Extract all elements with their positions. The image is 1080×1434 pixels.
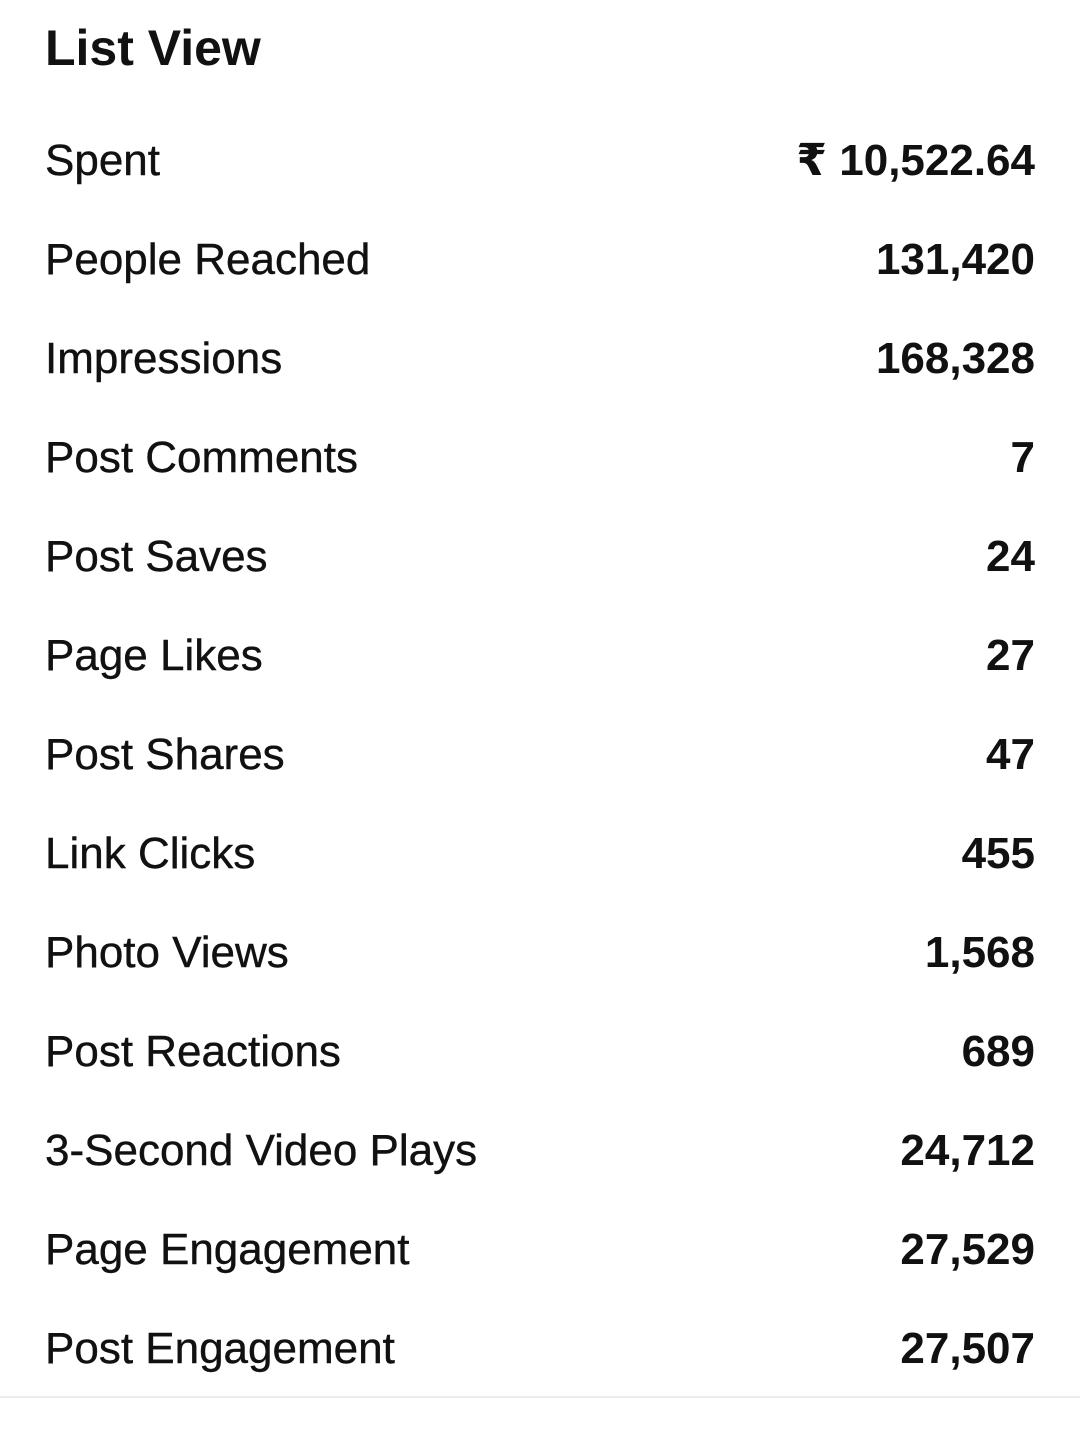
metric-row-page-engagement: Page Engagement 27,529 [45,1200,1035,1299]
metric-label: Post Saves [45,532,268,581]
metric-label: Photo Views [45,928,289,977]
metric-row-impressions: Impressions 168,328 [45,309,1035,408]
metric-label: Page Likes [45,631,263,680]
list-view-title: List View [45,20,261,76]
metric-row-photo-views: Photo Views 1,568 [45,903,1035,1002]
metric-value: 27,529 [900,1225,1035,1274]
metric-label: Spent [45,136,160,185]
metric-label: Page Engagement [45,1225,410,1274]
metric-label: Impressions [45,334,283,383]
metric-row-post-reactions: Post Reactions 689 [45,1002,1035,1101]
metric-row-3-second-video-plays: 3-Second Video Plays 24,712 [45,1101,1035,1200]
metric-value: 27 [986,631,1035,680]
metric-row-post-saves: Post Saves 24 [45,507,1035,606]
metric-label: Post Engagement [45,1324,395,1373]
metric-row-post-shares: Post Shares 47 [45,705,1035,804]
metric-value: 47 [986,730,1035,779]
metric-value: 131,420 [875,235,1035,284]
metric-label: People Reached [45,235,371,284]
metric-row-spent: Spent ₹ 10,522.64 [45,111,1035,210]
metric-value: 689 [961,1027,1035,1076]
metric-row-people-reached: People Reached 131,420 [45,210,1035,309]
metrics-list: Spent ₹ 10,522.64 People Reached 131,420… [45,111,1035,1398]
metric-label: 3-Second Video Plays [45,1126,478,1175]
metric-value: 7 [1010,433,1035,482]
metric-label: Post Reactions [45,1027,341,1076]
metric-row-page-likes: Page Likes 27 [45,606,1035,705]
metric-row-post-comments: Post Comments 7 [45,408,1035,507]
metric-value: ₹ 10,522.64 [796,136,1035,185]
metric-value: 168,328 [875,334,1035,383]
metric-value: 1,568 [924,928,1035,977]
metric-row-post-engagement: Post Engagement 27,507 [45,1299,1035,1398]
bottom-divider [0,1396,1080,1398]
metric-value: 24,712 [900,1126,1035,1175]
metric-value: 24 [986,532,1035,581]
metric-label: Link Clicks [45,829,256,878]
metric-value: 455 [961,829,1035,878]
metric-label: Post Comments [45,433,358,482]
metric-label: Post Shares [45,730,285,779]
metric-row-link-clicks: Link Clicks 455 [45,804,1035,903]
metric-value: 27,507 [900,1324,1035,1373]
